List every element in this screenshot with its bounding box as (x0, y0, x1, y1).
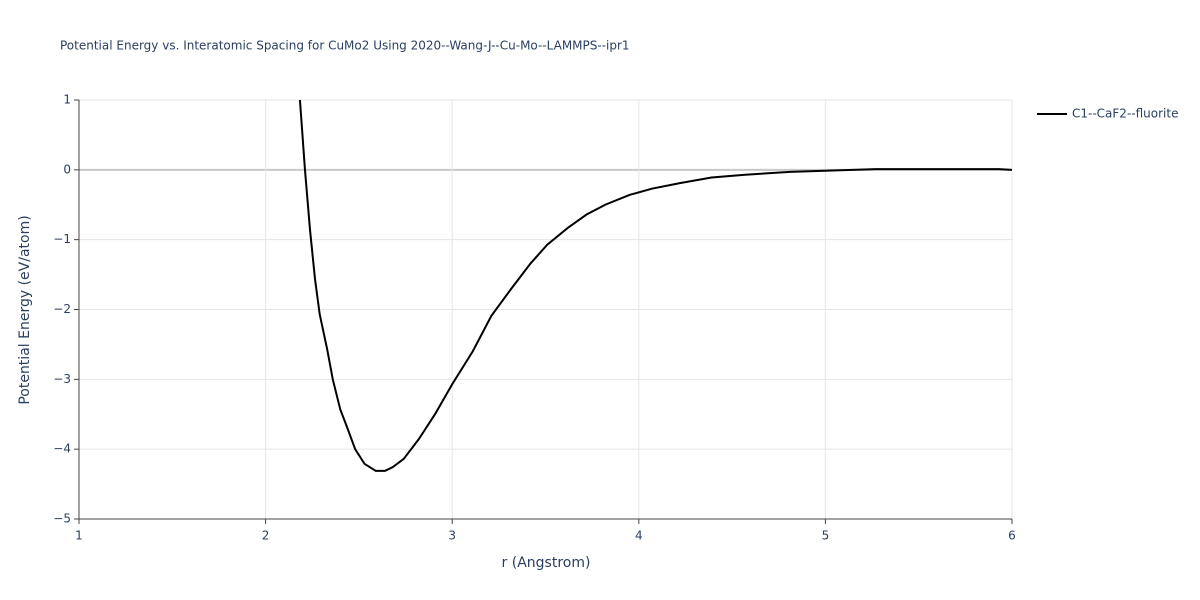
chart-title: Potential Energy vs. Interatomic Spacing… (60, 39, 630, 53)
x-tick-label: 3 (448, 529, 456, 543)
x-tick-label: 2 (262, 529, 270, 543)
x-axis-title: r (Angstrom) (502, 555, 591, 571)
y-tick-label: −2 (53, 302, 71, 316)
x-tick-label: 4 (635, 529, 643, 543)
x-tick-label: 1 (75, 529, 83, 543)
y-tick-label: −1 (53, 232, 71, 246)
y-tick-label: 0 (63, 162, 71, 176)
x-tick-label: 6 (1008, 529, 1016, 543)
line (298, 100, 1012, 472)
y-tick-label: −3 (53, 372, 71, 386)
y-tick-label: −4 (53, 442, 71, 456)
y-tick-label: −5 (53, 512, 71, 526)
y-axis-title: Potential Energy (eV/atom) (17, 215, 33, 404)
legend-label: C1--CaF2--fluorite (1072, 107, 1178, 121)
x-tick-label: 5 (822, 529, 830, 543)
y-tick-label: 1 (63, 93, 71, 107)
